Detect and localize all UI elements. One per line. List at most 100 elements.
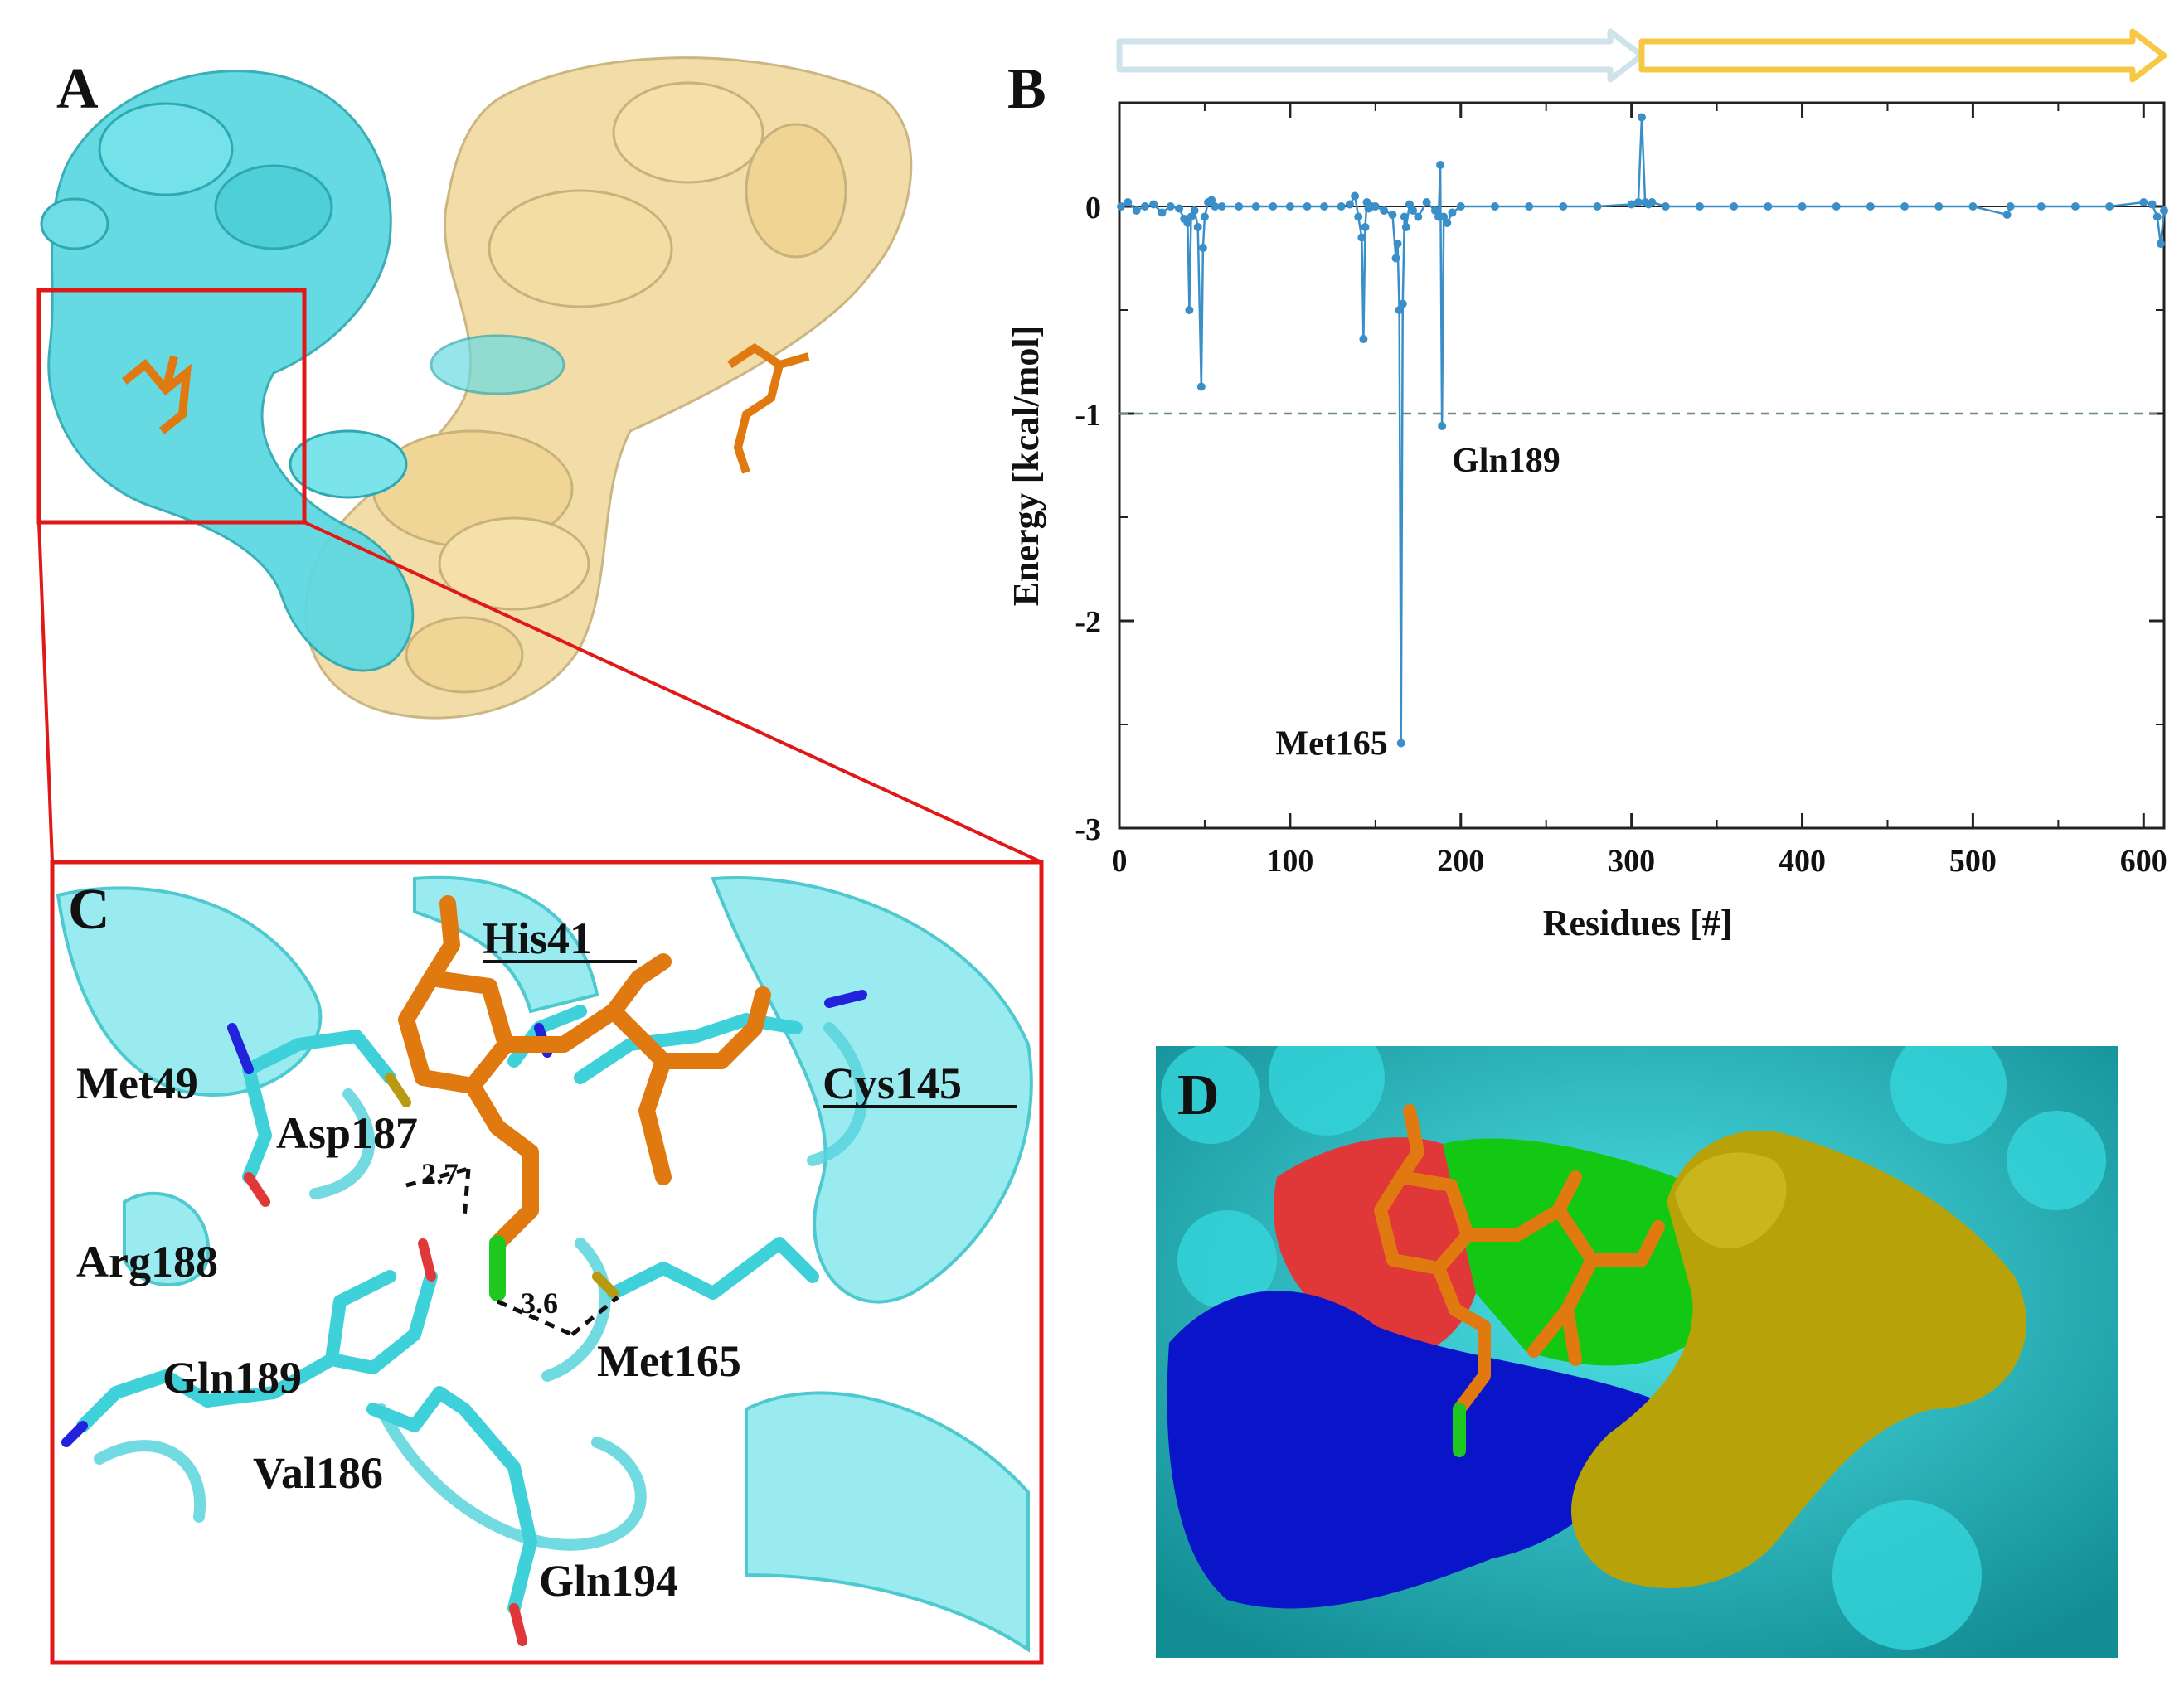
chain-bars [1116, 28, 2167, 83]
label-gln194: Gln194 [539, 1556, 678, 1606]
data-point [1456, 202, 1465, 211]
ligand-sticks [398, 895, 771, 1301]
data-point [1391, 254, 1400, 263]
data-point [1395, 306, 1404, 314]
data-point [1357, 233, 1366, 242]
data-point [1211, 202, 1220, 211]
data-point [1396, 739, 1405, 748]
data-point [2148, 200, 2157, 209]
plot-frame [1118, 101, 2166, 830]
data-point [1764, 202, 1773, 211]
x-tick-label-3: 300 [1608, 844, 1655, 879]
data-point [1633, 198, 1643, 206]
data-point [1934, 202, 1944, 211]
x-tick-label-2: 200 [1437, 844, 1484, 879]
ligand-chain-a [121, 355, 192, 434]
data-point [1443, 219, 1452, 227]
residue-labels: His41 Met49 Asp187 Cys145 Arg188 Gln189 … [76, 913, 1017, 1606]
data-point [1832, 202, 1841, 211]
energy-series-points [1117, 113, 2168, 748]
data-point [2139, 198, 2148, 206]
zoom-connector-left [37, 521, 54, 863]
label-met165: Met165 [597, 1336, 741, 1386]
data-point [2105, 202, 2114, 211]
data-point [1380, 206, 1389, 215]
data-point [1436, 161, 1445, 169]
data-point [1200, 212, 1209, 221]
zoom-connector-right [303, 521, 1042, 864]
data-point [1438, 422, 1447, 430]
distance-label-1: 2.7 [421, 1157, 459, 1190]
data-point [1117, 202, 1126, 211]
annotation-met165: Met165 [1275, 725, 1387, 763]
data-point [1187, 212, 1196, 221]
y-tick-label-3: 0 [1085, 191, 1101, 225]
data-point [1285, 202, 1294, 211]
data-point [1140, 202, 1149, 211]
chain-b-cartoon [304, 56, 913, 720]
data-point [1866, 202, 1875, 211]
data-point [1337, 202, 1346, 211]
ligand-chain-b [727, 342, 810, 474]
zoom-box-a [36, 288, 307, 525]
data-point [1351, 191, 1360, 201]
data-point [1158, 208, 1167, 217]
heteroatoms [61, 990, 867, 1646]
data-point [1235, 202, 1244, 211]
surface-ligand [1374, 1104, 1665, 1457]
data-point [1251, 202, 1260, 211]
panel-letter-d: D [1177, 1064, 1220, 1127]
label-asp187: Asp187 [276, 1108, 418, 1158]
chart-annotations: Gln189 Met165 [1275, 442, 1560, 763]
panel-letter-b: B [1007, 57, 1046, 121]
data-point [1193, 223, 1202, 231]
zoom-box-c [50, 860, 1044, 1665]
data-point [1559, 202, 1568, 211]
data-point [1409, 206, 1418, 215]
data-point [2152, 212, 2162, 221]
x-tick-label-0: 0 [1112, 844, 1128, 879]
residue-sticks [76, 1005, 819, 1615]
data-point [1900, 202, 1910, 211]
y-tick-label-1: -2 [1075, 605, 1101, 640]
data-point [1968, 202, 1978, 211]
y-ticks: -3 -2 -1 0 [1075, 102, 2164, 847]
data-point [1175, 204, 1184, 213]
x-tick-label-4: 400 [1779, 844, 1826, 879]
data-point [1405, 200, 1414, 209]
backbone-ribbons [56, 875, 1033, 1653]
data-point [1393, 240, 1402, 248]
y-axis-label: Energy [kcal/mol] [1006, 326, 1046, 607]
data-point [1525, 202, 1534, 211]
data-point [1303, 202, 1312, 211]
data-point [1124, 198, 1133, 206]
data-point [1269, 202, 1278, 211]
data-point [1593, 202, 1602, 211]
y-tick-label-0: -3 [1075, 812, 1101, 847]
chain-a-cartoon [40, 70, 565, 672]
data-point [1798, 202, 1807, 211]
x-ticks: 0 100 200 300 400 500 600 [1112, 103, 2167, 879]
data-point [1401, 223, 1410, 231]
label-met49: Met49 [76, 1059, 198, 1108]
distance-lines [405, 1166, 619, 1337]
surface-bumps [1161, 1046, 2106, 1650]
data-point [1648, 198, 1657, 206]
data-point [1345, 200, 1354, 209]
data-point [2006, 202, 2015, 211]
data-point [1371, 202, 1380, 211]
data-point [1448, 208, 1457, 217]
label-gln189: Gln189 [163, 1353, 302, 1403]
data-point [1320, 202, 1329, 211]
data-point [2156, 240, 2165, 248]
data-point [1388, 211, 1397, 219]
data-point [1414, 212, 1423, 221]
surface-olive-highlight [1675, 1152, 1787, 1249]
data-point [1207, 196, 1216, 205]
distance-label-2: 3.6 [521, 1286, 558, 1320]
chain-arrow-1 [1638, 28, 2167, 83]
annotation-gln189: Gln189 [1452, 442, 1560, 480]
